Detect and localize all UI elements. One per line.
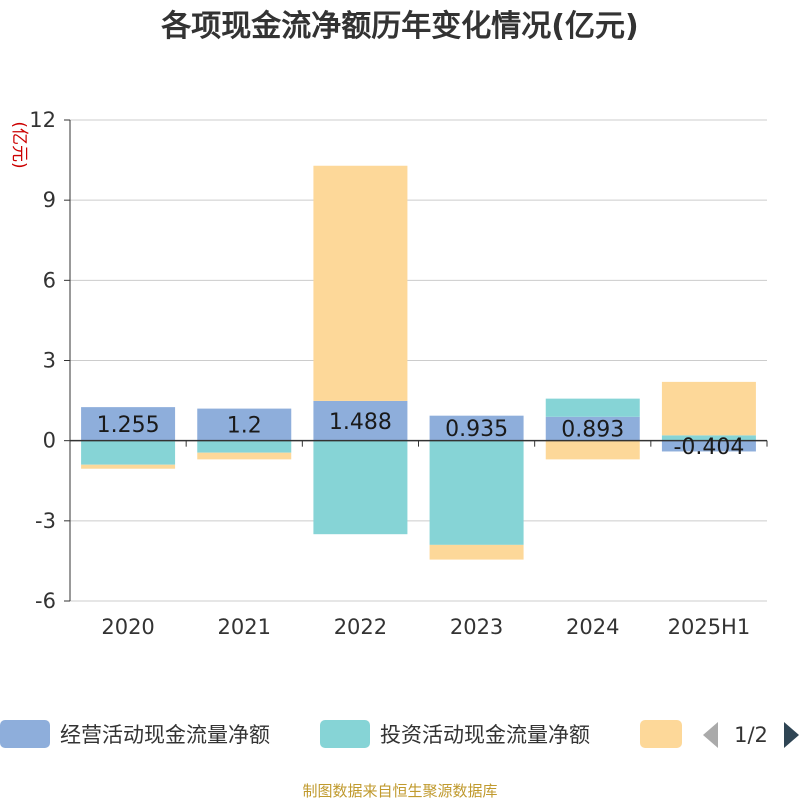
legend-next-page-icon[interactable] — [784, 722, 799, 748]
data-label: 1.2 — [227, 414, 262, 439]
y-axis-ticks: -6 -3 0 3 6 9 12 — [29, 108, 70, 613]
y-axis-label: (亿元) — [9, 121, 29, 168]
bar-series2-2023[interactable] — [429, 544, 524, 560]
y-tick-label: 12 — [29, 108, 56, 132]
bar-series1-2021[interactable] — [197, 440, 292, 453]
y-tick-label: 9 — [43, 188, 56, 212]
axes — [69, 120, 768, 601]
x-tick-label: 2020 — [101, 615, 154, 639]
x-tick-label: 2025H1 — [668, 615, 751, 639]
legend-prev-page-icon[interactable] — [703, 722, 718, 748]
bar-series2-2022[interactable] — [313, 165, 408, 401]
y-tick-label: -6 — [35, 589, 56, 613]
x-tick-label: 2021 — [218, 615, 271, 639]
legend-label-investing[interactable]: 投资活动现金流量净额 — [380, 723, 590, 747]
bar-series0-2024[interactable] — [545, 416, 640, 441]
data-source-note: 制图数据来自恒生聚源数据库 — [302, 782, 497, 800]
bar-series0-2025H1[interactable] — [661, 440, 756, 452]
bar-series0-2023[interactable] — [429, 415, 524, 441]
chart-title: 各项现金流净额历年变化情况(亿元) — [160, 9, 638, 44]
bar-series1-2024[interactable] — [545, 398, 640, 417]
y-tick-label: 0 — [43, 429, 56, 453]
legend: 经营活动现金流量净额 投资活动现金流量净额 1/2 — [0, 720, 799, 748]
bar-series1-2020[interactable] — [81, 440, 176, 465]
legend-swatch-operating[interactable] — [0, 720, 50, 748]
x-tick-label: 2022 — [334, 615, 387, 639]
bar-series2-2021[interactable] — [197, 452, 292, 460]
bar-series0-2021[interactable] — [197, 408, 292, 441]
bar-series0-2022[interactable] — [313, 400, 408, 441]
bar-series2-2025H1[interactable] — [661, 381, 756, 436]
x-tick-label: 2024 — [566, 615, 619, 639]
data-label: 0.935 — [445, 417, 508, 442]
bar-series2-2020[interactable] — [81, 464, 176, 469]
data-label: -0.404 — [673, 435, 744, 460]
grid-lines — [70, 119, 767, 602]
legend-label-operating[interactable]: 经营活动现金流量净额 — [60, 723, 270, 747]
bar-series0-2020[interactable] — [81, 407, 176, 441]
data-label: 1.255 — [97, 413, 160, 438]
bar-series2-2024[interactable] — [545, 440, 640, 460]
legend-swatch-financing[interactable] — [640, 720, 682, 748]
x-tick-label: 2023 — [450, 615, 503, 639]
bars — [81, 165, 756, 560]
data-label: 0.893 — [561, 418, 624, 443]
y-tick-label: 6 — [43, 268, 56, 292]
bar-series1-2022[interactable] — [313, 440, 408, 535]
y-tick-label: -3 — [35, 509, 56, 533]
bar-series1-2023[interactable] — [429, 440, 524, 545]
data-label: 1.488 — [329, 410, 392, 435]
y-tick-label: 3 — [43, 349, 56, 373]
x-axis-ticks: 2020 2021 2022 2023 2024 2025H1 — [101, 615, 750, 639]
data-labels: 1.255 1.2 1.488 0.935 0.893 -0.404 — [97, 410, 745, 460]
bar-series1-2025H1[interactable] — [661, 435, 756, 441]
legend-swatch-investing[interactable] — [320, 720, 370, 748]
legend-page-indicator: 1/2 — [734, 723, 768, 747]
